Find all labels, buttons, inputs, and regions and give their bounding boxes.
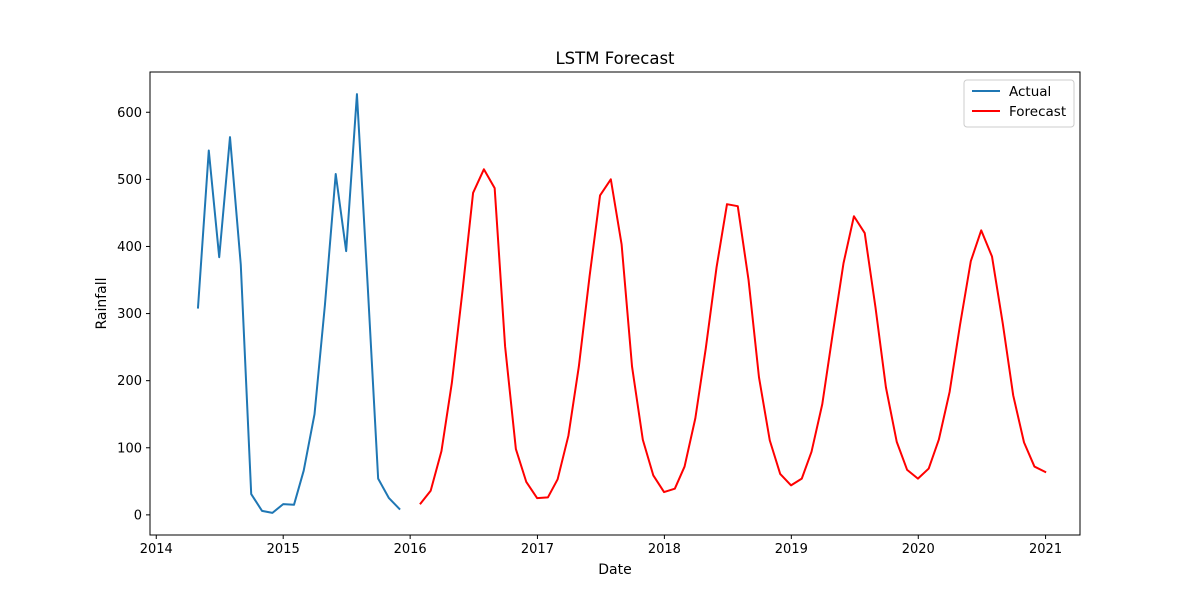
y-tick-label: 0 <box>134 508 142 523</box>
chart-title: LSTM Forecast <box>555 49 675 68</box>
x-tick-label: 2019 <box>775 542 808 557</box>
series-lines <box>196 93 1047 514</box>
plot-frame <box>149 71 1081 536</box>
legend: Actual Forecast <box>963 79 1075 128</box>
x-tick-label: 2018 <box>648 542 681 557</box>
y-tick-label: 400 <box>117 240 142 255</box>
x-tick-label: 2014 <box>140 542 173 557</box>
y-tick-label: 200 <box>117 374 142 389</box>
y-tick-label: 100 <box>117 441 142 456</box>
y-tick-label: 600 <box>117 106 142 121</box>
x-tick-label: 2017 <box>521 542 554 557</box>
x-tick-label: 2020 <box>902 542 935 557</box>
x-tick-label: 2021 <box>1029 542 1062 557</box>
y-tick-label: 500 <box>117 173 142 188</box>
axes <box>149 71 1081 536</box>
ticks: 2014 2015 2016 2017 2018 2019 2020 2021 0 100 200 3… <box>117 106 1062 557</box>
x-tick-label: 2015 <box>267 542 300 557</box>
y-tick-label: 300 <box>117 307 142 322</box>
legend-label-forecast: Forecast <box>1009 104 1066 120</box>
series-line-forecast <box>419 168 1047 505</box>
legend-label-actual: Actual <box>1009 84 1051 100</box>
series-line-actual <box>196 93 401 514</box>
y-axis-title: Rainfall <box>94 277 110 329</box>
x-tick-label: 2016 <box>394 542 427 557</box>
x-axis-title: Date <box>598 562 631 578</box>
